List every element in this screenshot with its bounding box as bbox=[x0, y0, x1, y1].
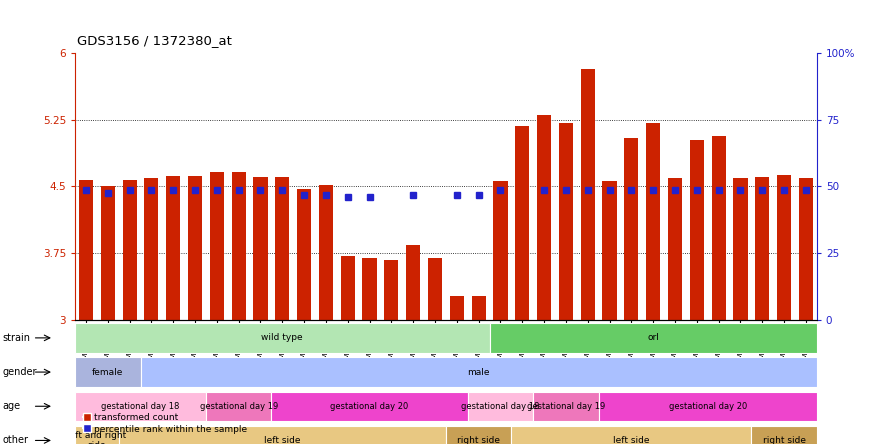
Bar bbox=[297, 189, 311, 320]
Bar bbox=[101, 186, 115, 320]
Bar bbox=[206, 392, 271, 421]
Bar bbox=[581, 69, 595, 320]
Text: strain: strain bbox=[3, 333, 31, 343]
Bar bbox=[188, 176, 202, 320]
Text: left and right
side: left and right side bbox=[67, 431, 126, 444]
Bar bbox=[210, 172, 224, 320]
Bar bbox=[690, 140, 704, 320]
Bar bbox=[428, 258, 442, 320]
Text: gestational day 19: gestational day 19 bbox=[527, 402, 605, 411]
Bar bbox=[75, 323, 489, 353]
Bar bbox=[319, 185, 333, 320]
Bar bbox=[533, 392, 599, 421]
Bar bbox=[449, 296, 464, 320]
Bar bbox=[253, 177, 268, 320]
Text: gestational day 18: gestational day 18 bbox=[461, 402, 540, 411]
Text: gestational day 20: gestational day 20 bbox=[330, 402, 409, 411]
Bar bbox=[511, 426, 751, 444]
Bar bbox=[489, 323, 817, 353]
Bar bbox=[166, 176, 180, 320]
Bar bbox=[75, 426, 118, 444]
Bar bbox=[734, 178, 748, 320]
Bar bbox=[515, 126, 530, 320]
Bar bbox=[537, 115, 551, 320]
Bar bbox=[624, 138, 638, 320]
Text: gestational day 18: gestational day 18 bbox=[102, 402, 179, 411]
Bar bbox=[599, 392, 817, 421]
Bar bbox=[79, 180, 93, 320]
Text: gestational day 20: gestational day 20 bbox=[668, 402, 747, 411]
Bar bbox=[363, 258, 377, 320]
Bar bbox=[646, 123, 660, 320]
Bar bbox=[668, 178, 682, 320]
Bar bbox=[75, 357, 140, 387]
Text: wild type: wild type bbox=[261, 333, 303, 342]
Bar bbox=[275, 177, 290, 320]
Bar bbox=[712, 136, 726, 320]
Bar bbox=[755, 177, 769, 320]
Legend: transformed count, percentile rank within the sample: transformed count, percentile rank withi… bbox=[79, 409, 251, 437]
Bar bbox=[118, 426, 446, 444]
Bar bbox=[406, 245, 420, 320]
Text: female: female bbox=[92, 368, 124, 377]
Text: left side: left side bbox=[613, 436, 650, 444]
Bar bbox=[446, 426, 511, 444]
Text: right side: right side bbox=[457, 436, 500, 444]
Bar bbox=[231, 172, 245, 320]
Bar bbox=[472, 296, 486, 320]
Text: male: male bbox=[467, 368, 490, 377]
Text: right side: right side bbox=[763, 436, 805, 444]
Text: gestational day 19: gestational day 19 bbox=[200, 402, 278, 411]
Text: other: other bbox=[3, 436, 28, 444]
Bar bbox=[602, 181, 616, 320]
Bar bbox=[751, 426, 817, 444]
Bar bbox=[75, 392, 206, 421]
Text: gender: gender bbox=[3, 367, 37, 377]
Bar bbox=[799, 178, 813, 320]
Text: GDS3156 / 1372380_at: GDS3156 / 1372380_at bbox=[77, 34, 231, 47]
Bar bbox=[341, 256, 355, 320]
Text: left side: left side bbox=[264, 436, 300, 444]
Bar bbox=[777, 175, 791, 320]
Bar bbox=[144, 178, 159, 320]
Text: orl: orl bbox=[647, 333, 659, 342]
Bar bbox=[468, 392, 533, 421]
Text: age: age bbox=[3, 401, 21, 411]
Bar bbox=[559, 123, 573, 320]
Bar bbox=[271, 392, 468, 421]
Bar bbox=[123, 180, 137, 320]
Bar bbox=[494, 181, 508, 320]
Bar bbox=[384, 260, 398, 320]
